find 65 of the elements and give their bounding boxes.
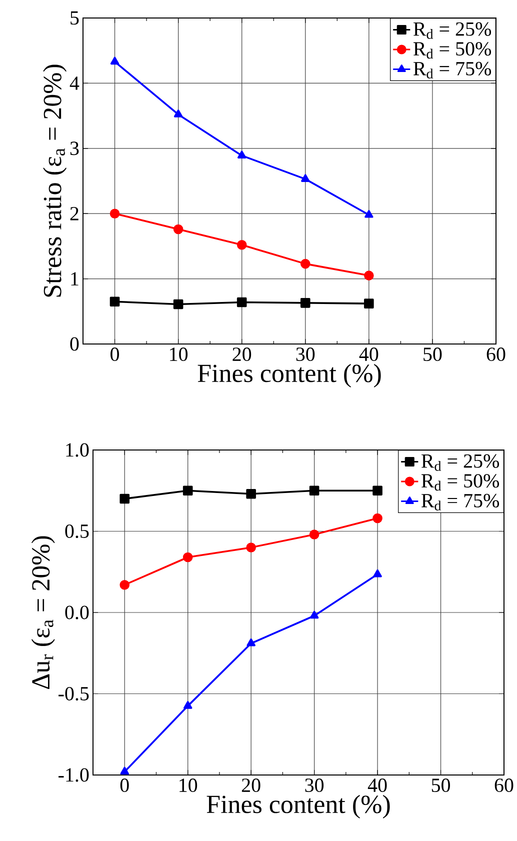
point	[182, 552, 193, 562]
y-tick-label: 3	[70, 142, 79, 156]
point	[309, 530, 320, 540]
point	[173, 224, 184, 234]
y-tick-label: 4	[70, 76, 79, 90]
point	[372, 513, 382, 524]
point	[174, 110, 183, 118]
x-tick-label: 40	[359, 348, 378, 362]
x-tick-label: 10	[179, 778, 197, 792]
y-tick-label: 1	[71, 272, 78, 286]
y-tick-label: 0.0	[65, 606, 89, 620]
legend-label: R$_{d}$ = 25%	[421, 454, 499, 471]
point	[246, 542, 256, 552]
y-tick-label: 0.5	[65, 524, 89, 538]
point	[373, 569, 382, 578]
y-axis-title: Δu$_{r}$ (ε$_{a}$ = 20%)	[31, 536, 55, 689]
legend-label: R$_{d}$ = 75%	[413, 62, 491, 78]
point	[246, 638, 256, 646]
x-tick-label: 50	[432, 778, 450, 792]
point	[309, 486, 320, 496]
y-tick-label: 5	[70, 11, 79, 25]
point	[237, 150, 246, 158]
x-tick-label: 0	[110, 348, 119, 362]
legend-label: R$_{d}$ = 50%	[413, 42, 491, 59]
x-tick-label: 20	[242, 778, 260, 792]
y-tick-label: -0.5	[58, 686, 89, 701]
x-tick-label: 40	[368, 778, 387, 792]
point	[246, 488, 256, 499]
legend-label: R$_{d}$ = 75%	[421, 494, 499, 510]
y-tick-label: 1.0	[66, 443, 89, 457]
point	[300, 258, 310, 269]
point	[300, 298, 310, 308]
y-tick-label: 0	[70, 337, 79, 351]
point	[183, 701, 192, 709]
x-tick-label: 10	[170, 348, 188, 362]
point	[173, 299, 184, 310]
point	[236, 297, 247, 308]
x-tick-label: 30	[305, 778, 324, 792]
x-axis-title: Fines content (%)	[198, 364, 381, 388]
point	[120, 580, 130, 590]
point	[310, 610, 319, 619]
legend-label: R$_{d}$ = 50%	[421, 474, 499, 491]
x-axis-title: Fines content (%)	[206, 794, 390, 818]
x-tick-label: 0	[120, 778, 129, 792]
point	[120, 766, 129, 775]
point	[372, 486, 382, 496]
point	[120, 494, 130, 504]
x-tick-label: 50	[423, 348, 442, 362]
y-tick-label: 2	[70, 206, 78, 220]
y-axis-title: Stress ratio (ε$_{a}$ = 20%)	[42, 64, 66, 297]
point	[182, 486, 193, 496]
x-tick-label: 60	[494, 778, 514, 792]
y-tick-label: -1.0	[58, 768, 89, 782]
legend-label: R$_{d}$ = 25%	[413, 22, 491, 39]
point	[364, 270, 374, 280]
point	[110, 208, 120, 218]
point	[236, 240, 247, 250]
x-tick-label: 20	[232, 348, 251, 362]
point	[364, 298, 374, 308]
x-tick-label: 60	[486, 348, 506, 362]
point	[110, 296, 120, 307]
point	[110, 56, 119, 65]
point	[364, 210, 374, 218]
point	[300, 174, 310, 182]
x-tick-label: 30	[296, 348, 314, 362]
